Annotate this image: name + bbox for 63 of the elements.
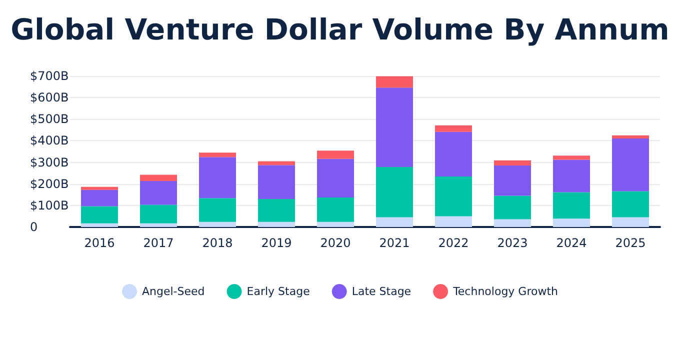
bar <box>612 217 649 227</box>
bar <box>140 223 177 227</box>
bar <box>140 174 177 182</box>
legend-label: Technology Growth <box>452 285 558 298</box>
bar <box>81 190 118 206</box>
x-tick-label: 2021 <box>379 236 410 250</box>
legend-label: Early Stage <box>246 285 310 298</box>
bar <box>199 198 236 222</box>
x-tick-label: 2016 <box>84 236 115 250</box>
bar <box>612 191 649 218</box>
bar <box>553 160 590 192</box>
x-tick-label: 2024 <box>556 236 587 250</box>
bar <box>435 176 472 216</box>
bar <box>553 218 590 227</box>
bar <box>317 222 354 227</box>
x-tick-label: 2020 <box>320 236 351 250</box>
x-tick-label: 2018 <box>202 236 233 250</box>
bar <box>258 198 295 222</box>
y-tick-label: 0 <box>30 220 38 234</box>
bar <box>199 157 236 198</box>
chart-title: Global Venture Dollar Volume By Annum <box>10 12 670 46</box>
bar <box>376 167 413 218</box>
y-tick-label: $200B <box>30 176 69 191</box>
bar <box>494 196 531 220</box>
bar <box>81 223 118 227</box>
bar <box>435 125 472 132</box>
bar <box>317 150 354 159</box>
bar <box>494 166 531 196</box>
bar <box>435 216 472 227</box>
bar <box>199 222 236 227</box>
bar <box>317 197 354 222</box>
bar <box>317 158 354 198</box>
bar <box>258 161 295 166</box>
legend-label: Angel-Seed <box>142 285 205 298</box>
bar <box>140 181 177 205</box>
bar <box>81 186 118 190</box>
x-tick-label: 2025 <box>615 236 646 250</box>
bar <box>258 165 295 199</box>
x-tick-label: 2023 <box>497 236 528 250</box>
y-tick-label: $700B <box>30 69 69 83</box>
x-tick-label: 2017 <box>143 236 174 250</box>
bar <box>81 206 118 224</box>
bar <box>612 138 649 192</box>
y-tick-label: $600B <box>30 90 69 105</box>
bar <box>376 76 413 88</box>
bar <box>494 219 531 227</box>
bar <box>553 192 590 219</box>
x-tick-label: 2022 <box>438 236 469 250</box>
y-tick-label: $500B <box>30 112 69 126</box>
bar <box>494 160 531 166</box>
y-tick-label: $100B <box>30 198 69 212</box>
bar <box>376 217 413 227</box>
bar <box>258 222 295 227</box>
bar <box>612 135 649 139</box>
bar <box>435 132 472 177</box>
bar <box>376 88 413 168</box>
legend-label: Late Stage <box>352 285 412 298</box>
bar <box>199 152 236 158</box>
bar <box>140 204 177 224</box>
y-tick-label: $400B <box>30 134 69 148</box>
bar <box>553 156 590 160</box>
y-tick-label: $300B <box>30 155 69 170</box>
x-tick-label: 2019 <box>261 236 292 250</box>
